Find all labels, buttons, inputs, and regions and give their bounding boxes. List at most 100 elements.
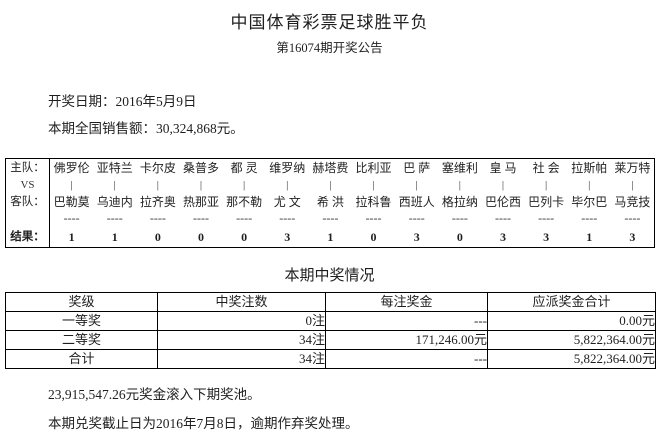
prize-cell-total: 5,822,364.00元 [487, 349, 656, 369]
match-result-value: 0 [241, 230, 248, 244]
vs-row-label: VS [20, 179, 35, 191]
vs-separator: | [329, 179, 332, 191]
home-team-name: 社 会 [532, 161, 560, 175]
away-team-name: 拉科鲁 [355, 195, 392, 209]
vs-separator: | [545, 179, 548, 191]
vs-separator: | [415, 179, 418, 191]
vs-separator: | [458, 179, 461, 191]
match-column: 塞维利 | 格拉纳 ---- 0 [438, 159, 481, 247]
prize-cell-level: 二等奖 [5, 330, 158, 350]
prize-section-title: 本期中奖情况 [284, 268, 375, 284]
home-team-name: 比利亚 [355, 161, 392, 175]
page-subtitle: 第16074期开奖公告 [276, 41, 383, 55]
home-row-label: 主队： [10, 162, 45, 174]
vs-separator: | [243, 179, 246, 191]
match-column: 都 灵 | 那不勒 ---- 0 [223, 159, 266, 247]
away-team-name: 热那亚 [182, 195, 219, 209]
home-team-name: 皇 马 [489, 161, 517, 175]
away-team-name: 希 洪 [316, 195, 344, 209]
away-team-name: 巴伦西 [484, 195, 521, 209]
dash-separator: ---- [451, 211, 468, 225]
match-result-value: 1 [327, 230, 334, 244]
dash-separator: ---- [624, 211, 641, 225]
vs-separator: | [501, 179, 505, 191]
match-column: 拉斯帕 | 毕尔巴 ---- 1 [568, 159, 611, 247]
match-column: 社 会 | 巴列卡 ---- 3 [525, 159, 568, 247]
match-table-row-labels: 主队： VS 客队： 结果： [6, 159, 50, 247]
home-team-name: 巴 萨 [403, 161, 431, 175]
home-team-name: 佛罗伦 [53, 161, 90, 175]
away-team-name: 乌迪内 [96, 195, 133, 209]
match-column: 佛罗伦 | 巴勒莫 ---- 1 [50, 159, 93, 247]
home-team-name: 卡尔皮 [139, 161, 176, 175]
match-result-value: 3 [284, 230, 291, 244]
prize-cell-per_bet: --- [325, 349, 488, 369]
prize-cell-count: 34注 [157, 349, 326, 369]
prize-table-row: 合计 34注 --- 5,822,364.00元 [5, 349, 656, 369]
vs-separator: | [588, 179, 591, 191]
dash-separator: ---- [106, 211, 123, 225]
prize-cell-count: 34注 [157, 330, 326, 350]
home-team-name: 赫塔费 [312, 161, 349, 175]
dash-separator: ---- [494, 211, 511, 225]
away-team-name: 西班人 [398, 195, 435, 209]
match-result-value: 0 [370, 230, 377, 244]
dash-separator: ---- [149, 211, 166, 225]
match-column: 皇 马 | 巴伦西 ---- 3 [481, 159, 524, 247]
away-team-name: 那不勒 [226, 195, 263, 209]
match-column: 桑普多 | 热那亚 ---- 0 [179, 159, 222, 247]
dash-separator: ---- [365, 211, 382, 225]
match-result-value: 0 [197, 230, 204, 244]
away-team-name: 巴列卡 [528, 195, 565, 209]
prize-cell-level: 合计 [5, 349, 158, 369]
match-column: 维罗纳 | 尤 文 ---- 3 [266, 159, 309, 247]
vs-separator: | [156, 179, 159, 191]
vs-separator: | [286, 179, 289, 191]
home-team-name: 莱万特 [614, 161, 651, 175]
prize-cell-per_bet: --- [325, 311, 488, 331]
away-team-name: 巴勒莫 [53, 195, 90, 209]
vs-separator: | [199, 179, 203, 191]
deadline-line: 本期兑奖截止日为2016年7月8日，逾期作弃奖处理。 [48, 416, 359, 431]
away-team-name: 拉齐奥 [139, 195, 176, 209]
prize-table-row: 二等奖 34注 171,246.00元 5,822,364.00元 [5, 330, 656, 350]
home-team-name: 塞维利 [441, 161, 478, 175]
prize-table-header-row: 奖级 中奖注数 每注奖金 应派奖金合计 [5, 292, 656, 312]
prize-column-header: 中奖注数 [157, 292, 326, 312]
match-result-value: 1 [68, 230, 75, 244]
match-column: 比利亚 | 拉科鲁 ---- 0 [352, 159, 395, 247]
prize-cell-count: 0注 [157, 311, 326, 331]
home-team-name: 亚特兰 [96, 161, 133, 175]
dash-separator: ---- [581, 211, 598, 225]
away-team-name: 毕尔巴 [571, 195, 608, 209]
dash-separator: ---- [193, 211, 209, 225]
prize-column-header: 每注奖金 [325, 292, 488, 312]
home-team-name: 拉斯帕 [571, 161, 608, 175]
match-result-value: 1 [111, 230, 118, 244]
match-result-value: 3 [543, 230, 550, 244]
rollover-line: 23,915,547.26元奖金滚入下期奖池。 [48, 387, 261, 402]
match-column: 亚特兰 | 乌迪内 ---- 1 [93, 159, 136, 247]
match-results-table: 主队： VS 客队： 结果： 佛罗伦 | 巴勒莫 ---- 1 亚特兰 | 乌迪内 ---- 1 卡… [5, 158, 655, 248]
match-result-value: 0 [154, 230, 161, 244]
prize-column-header: 奖级 [5, 292, 158, 312]
vs-separator: | [372, 179, 375, 191]
page-title: 中国体育彩票足球胜平负 [230, 13, 429, 32]
draw-date-line: 开奖日期：2016年5月9日 [48, 94, 197, 109]
prize-cell-level: 一等奖 [5, 311, 158, 331]
match-result-value: 3 [499, 230, 506, 244]
match-column: 赫塔费 | 希 洪 ---- 1 [309, 159, 352, 247]
prize-cell-per_bet: 171,246.00元 [325, 330, 488, 350]
away-team-name: 尤 文 [273, 195, 301, 209]
prize-column-header: 应派奖金合计 [487, 292, 656, 312]
match-result-value: 3 [629, 230, 636, 244]
dash-separator: ---- [236, 211, 253, 225]
away-team-name: 马竞技 [614, 195, 651, 209]
vs-separator: | [113, 179, 116, 191]
dash-separator: ---- [279, 211, 296, 225]
home-team-name: 都 灵 [230, 161, 258, 175]
prize-cell-total: 0.00元 [487, 311, 656, 331]
prize-cell-total: 5,822,364.00元 [487, 330, 656, 350]
dash-separator: ---- [408, 211, 425, 225]
vs-separator: | [631, 179, 634, 191]
